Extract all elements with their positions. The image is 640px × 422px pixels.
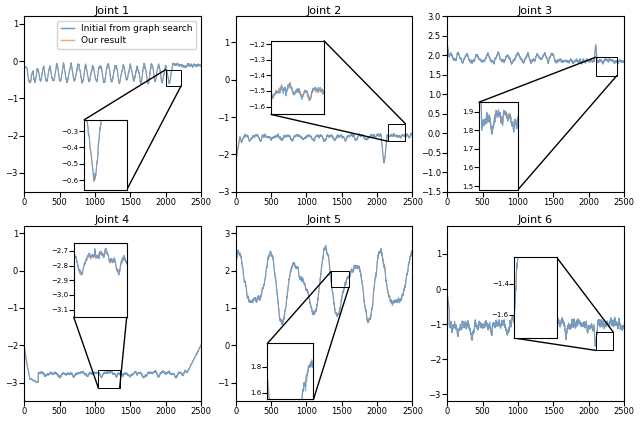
- Legend: Initial from graph search, Our result: Initial from graph search, Our result: [57, 21, 196, 49]
- Bar: [388, 124, 405, 141]
- Title: Joint 3: Joint 3: [518, 5, 553, 16]
- Title: Joint 5: Joint 5: [307, 215, 342, 225]
- Bar: [596, 57, 617, 76]
- Bar: [596, 332, 613, 350]
- Title: Joint 1: Joint 1: [95, 5, 130, 16]
- Title: Joint 2: Joint 2: [307, 5, 342, 16]
- Title: Joint 6: Joint 6: [518, 215, 553, 225]
- Bar: [166, 70, 181, 86]
- Bar: [331, 271, 349, 287]
- Bar: [99, 370, 120, 388]
- Title: Joint 4: Joint 4: [95, 215, 130, 225]
